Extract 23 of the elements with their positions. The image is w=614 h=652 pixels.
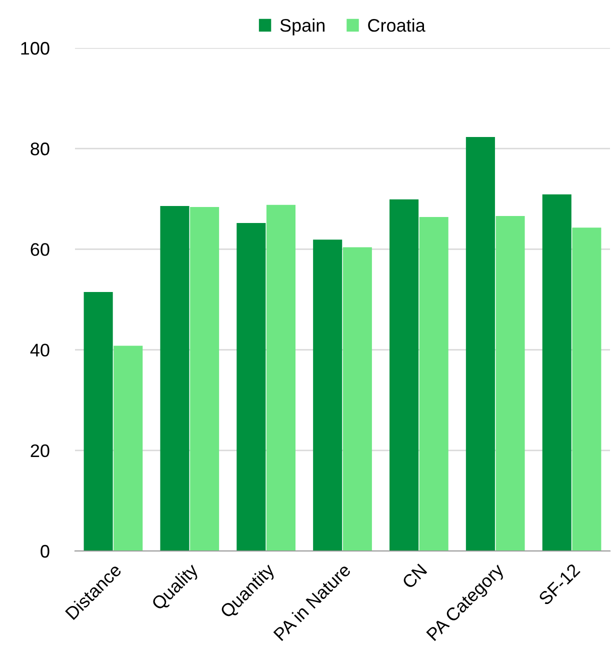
x-tick-label: CN bbox=[401, 563, 428, 590]
bar bbox=[390, 199, 419, 551]
bar bbox=[236, 223, 266, 551]
bar bbox=[342, 247, 372, 551]
y-tick-label: 60 bbox=[30, 243, 50, 256]
y-tick-label: 0 bbox=[40, 544, 50, 558]
bar bbox=[466, 137, 495, 551]
bar bbox=[572, 228, 602, 551]
y-tick-label: 40 bbox=[30, 344, 50, 357]
y-tick-label: 80 bbox=[30, 142, 50, 156]
y-tick-label: 20 bbox=[30, 444, 50, 458]
bar bbox=[114, 346, 143, 551]
bar bbox=[419, 217, 448, 551]
bar bbox=[542, 194, 572, 551]
bar bbox=[313, 240, 342, 551]
bar bbox=[266, 204, 296, 551]
bar bbox=[190, 206, 220, 551]
bar bbox=[496, 216, 525, 551]
legend-label: Croatia bbox=[368, 18, 426, 32]
bar bbox=[160, 206, 190, 551]
legend-label: Spain bbox=[280, 18, 324, 36]
y-tick-label: 100 bbox=[21, 42, 50, 55]
bar bbox=[84, 292, 113, 551]
